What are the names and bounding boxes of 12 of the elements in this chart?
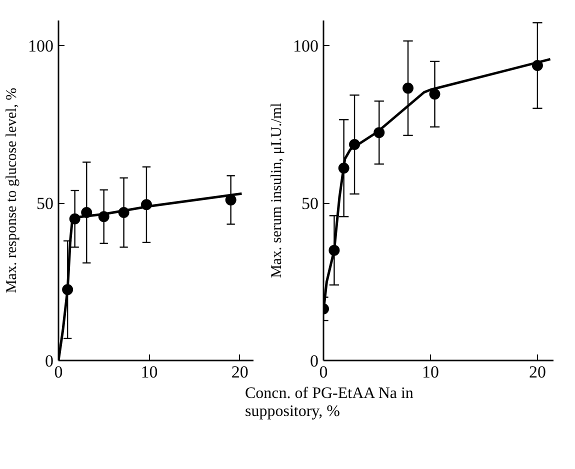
point	[402, 82, 414, 94]
y-tick-label: 100	[28, 36, 54, 56]
y-tick-label: 50	[36, 194, 54, 214]
y-axis-title: Max. serum insulin, μI.U./ml	[269, 102, 285, 278]
y-axis-title: Max. response to glucose level, %	[4, 88, 20, 294]
y-tick-label: 50	[302, 194, 318, 214]
y-tick-label: 100	[293, 36, 318, 56]
x-tick-label: 20	[528, 362, 546, 382]
x-tick-label: 20	[231, 362, 248, 382]
x-axis-title: Concn. of PG-EtAA Na in suppository, %	[245, 385, 414, 420]
x-tick-label: 10	[140, 362, 158, 382]
x-tick-label: 10	[422, 362, 439, 382]
